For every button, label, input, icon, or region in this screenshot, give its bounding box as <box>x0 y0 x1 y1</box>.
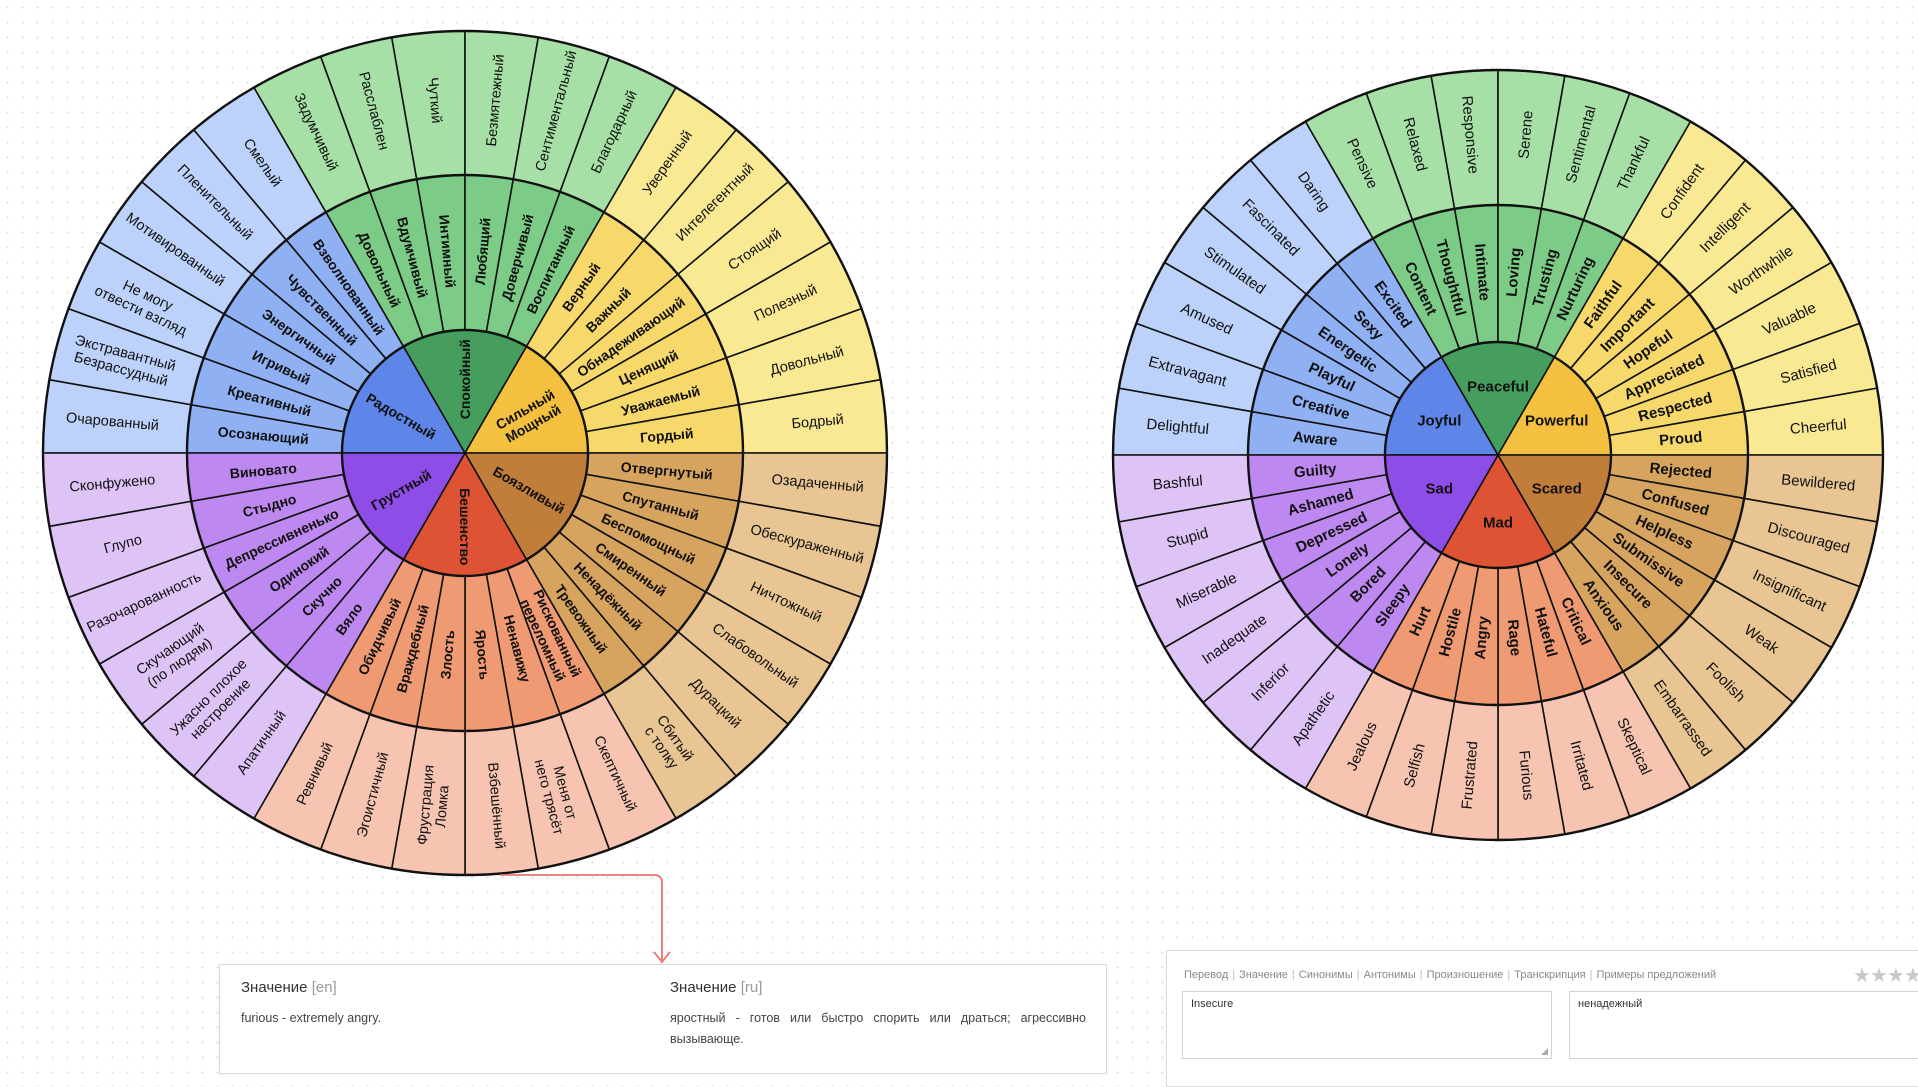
wheel-core-label: Бешенство <box>457 488 473 565</box>
target-text-box[interactable]: ненадежный <box>1569 991 1918 1059</box>
source-text-box[interactable]: Insecure <box>1182 991 1552 1059</box>
meaning-ru-text: яростный - готов или быстро спорить или … <box>670 1011 1086 1046</box>
source-text: Insecure <box>1191 998 1234 1010</box>
meaning-ru-column: Значение [ru] яростный - готов или быстр… <box>670 979 1086 1050</box>
tab-meaning[interactable]: Значение <box>1239 969 1288 981</box>
wheel-middle-label: Гордый <box>639 425 694 446</box>
wheel-outer-label: ФрустрацияЛомка <box>415 764 455 847</box>
wheel-outer-rim <box>41 29 889 877</box>
wheel-outer-label: Cheerful <box>1789 416 1847 438</box>
wheel-middle-label: Rage <box>1504 619 1524 657</box>
wheel-middle-label: Осознающий <box>217 423 309 447</box>
wheel-middle-rim <box>185 173 745 733</box>
meaning-en-lang: [en] <box>311 979 337 996</box>
wheel-outer-label: Бодрый <box>791 412 845 432</box>
translator-panel: Перевод | Значение | Синонимы | Антонимы | Произ… <box>1166 950 1918 1087</box>
wheel-outer-label: Delightful <box>1146 416 1210 438</box>
wheel-outer-label: Frustrated <box>1459 740 1482 810</box>
wheel-outer-label: Взбешённый <box>484 762 507 850</box>
meaning-ru-title: Значение <box>670 979 737 996</box>
wheel-middle-label: Ярость <box>472 629 492 681</box>
wheel-core-label: Mad <box>1483 514 1513 531</box>
wheel-middle-rim <box>1246 203 1750 707</box>
wheel-core-rim <box>340 328 590 578</box>
wheel-middle-label: Злость <box>437 629 457 680</box>
rating-star-icon[interactable]: ★ <box>1886 965 1905 987</box>
wheel-middle-label: Любящий <box>472 217 494 285</box>
meaning-en-title: Значение <box>241 979 308 996</box>
tab-transcription[interactable]: Транскрипция <box>1514 969 1586 981</box>
wheel-core-label: Scared <box>1532 480 1582 497</box>
resize-grip-icon[interactable] <box>1541 1048 1548 1055</box>
wheel-core-label: Powerful <box>1525 413 1588 430</box>
wheel-middle-label: Angry <box>1472 615 1493 660</box>
emotion-wheel-russian: ОсознающийОчарованныйКреативныйЭкстраван… <box>41 29 889 877</box>
wheel-middle-label: Guilty <box>1293 461 1337 482</box>
meaning-en-header: Значение [en] <box>241 979 621 996</box>
meaning-panel: Значение [en] furious - extremely angry.… <box>219 964 1107 1074</box>
rating-stars[interactable]: ★★★★★ <box>1853 963 1918 988</box>
wheel-middle-label: Aware <box>1292 429 1338 450</box>
wheel-middle-label: Proud <box>1658 429 1703 450</box>
translator-tabs: Перевод | Значение | Синонимы | Антонимы | Произ… <box>1184 969 1717 981</box>
wheel-core-label: Спокойный <box>457 339 473 419</box>
wheel-outer-label: Bashful <box>1152 472 1203 493</box>
rating-star-icon[interactable]: ★ <box>1903 965 1918 987</box>
meaning-en-text: furious - extremely angry. <box>241 1011 382 1025</box>
wheel-outer-label: Serene <box>1515 110 1536 160</box>
rating-star-icon[interactable]: ★ <box>1869 965 1888 987</box>
meaning-ru-lang: [ru] <box>740 979 763 996</box>
wheel-core-label: Joyful <box>1417 413 1461 430</box>
wheel-middle-label: Loving <box>1503 247 1524 297</box>
wheel-core-label: Peaceful <box>1467 379 1529 396</box>
wheel-middle-label: Виновато <box>229 460 297 482</box>
wheel-middle-label: Intimate <box>1471 243 1493 302</box>
wheel-outer-label: Furious <box>1515 750 1536 801</box>
wheel-core-rim <box>1383 340 1613 570</box>
wheel-outer-label: Bewildered <box>1781 471 1856 494</box>
meaning-ru-header: Значение [ru] <box>670 979 1086 996</box>
tab-synonyms[interactable]: Синонимы <box>1298 969 1353 981</box>
wheel-outer-rim <box>1111 68 1885 842</box>
wheel-middle-label: Rejected <box>1649 460 1713 482</box>
tab-pronunciation[interactable]: Произношение <box>1426 969 1504 981</box>
wheel-core-label: Sad <box>1426 480 1454 497</box>
wheel-outer-label: Чуткий <box>424 77 444 124</box>
wheel-middle-label: Интимный <box>436 214 458 288</box>
wheel-outer-label: Responsive <box>1458 95 1482 175</box>
tab-antonyms[interactable]: Антонимы <box>1363 969 1416 981</box>
connector-arrow <box>500 874 663 960</box>
wheel-outer-label: Сконфужено <box>69 472 156 495</box>
tab-examples[interactable]: Примеры предложений <box>1596 969 1717 981</box>
connector-arrowhead <box>653 951 671 964</box>
target-text: ненадежный <box>1578 998 1643 1010</box>
tab-translation[interactable]: Перевод <box>1184 969 1229 981</box>
rating-star-icon[interactable]: ★ <box>1853 965 1871 987</box>
meaning-en-column: Значение [en] furious - extremely angry. <box>241 979 621 1029</box>
